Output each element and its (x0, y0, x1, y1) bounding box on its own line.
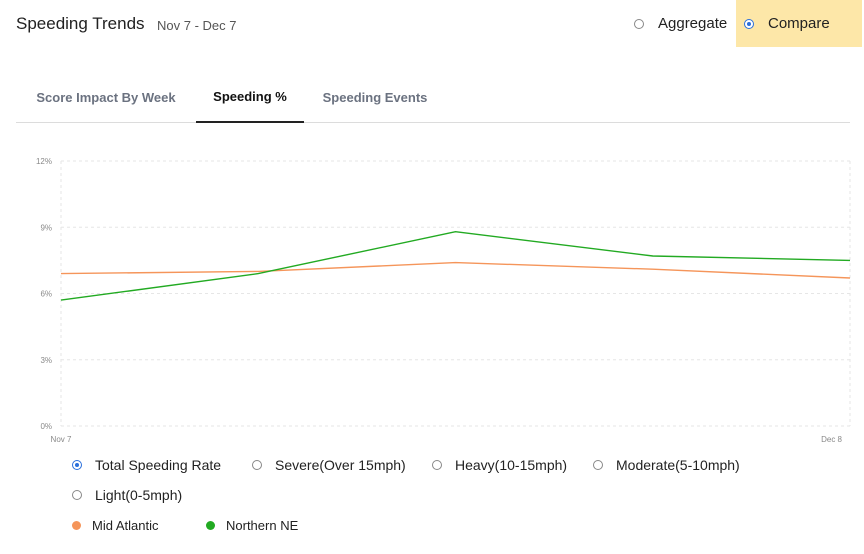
series-line-northern-ne (60, 230, 851, 301)
metric-label-total: Total Speeding Rate (95, 457, 222, 473)
aggregate-radio[interactable] (634, 18, 644, 29)
metric-radio-heavy[interactable] (432, 460, 442, 470)
metric-label-moderate: Moderate(5-10mph) (616, 457, 740, 473)
y-tick-label: 3% (40, 356, 52, 365)
x-tick-label: Dec 8 (821, 435, 842, 444)
metric-radio-severe[interactable] (252, 460, 262, 470)
metric-radio-total[interactable] (72, 460, 82, 470)
compare-radio[interactable] (744, 18, 754, 29)
tab-bar: Score Impact By Week Speeding % Speeding… (16, 72, 850, 123)
tab-speeding-percent[interactable]: Speeding % (196, 72, 304, 123)
y-tick-label: 12% (36, 157, 52, 166)
metric-label-light: Light(0-5mph) (95, 487, 183, 503)
metric-option-severe[interactable]: Severe(Over 15mph) (252, 457, 406, 473)
y-tick-label: 9% (40, 223, 52, 232)
metric-radio-moderate[interactable] (593, 460, 603, 470)
metric-option-light[interactable]: Light(0-5mph) (72, 487, 182, 503)
page-title: Speeding Trends (16, 14, 145, 33)
legend-label-mid-atlantic: Mid Atlantic (92, 518, 159, 533)
metric-option-total[interactable]: Total Speeding Rate (72, 457, 221, 473)
aggregate-label: Aggregate (658, 15, 728, 32)
metric-label-heavy: Heavy(10-15mph) (455, 457, 568, 473)
date-range: Nov 7 - Dec 7 (157, 18, 237, 33)
x-tick-label: Nov 7 (51, 435, 72, 444)
metric-radio-light[interactable] (72, 490, 82, 500)
tab-score-impact-by-week[interactable]: Score Impact By Week (36, 89, 176, 105)
series-line-mid-atlantic (60, 261, 851, 279)
y-tick-label: 0% (40, 422, 52, 431)
legend-item-mid-atlantic: Mid Atlantic (72, 518, 158, 533)
metric-option-heavy[interactable]: Heavy(10-15mph) (432, 457, 567, 473)
legend-item-northern-ne: Northern NE (206, 518, 298, 533)
legend-label-northern-ne: Northern NE (226, 518, 299, 533)
compare-label: Compare (768, 15, 830, 32)
y-tick-label: 6% (40, 290, 52, 299)
legend-dot-mid-atlantic (72, 521, 81, 530)
aggregate-option[interactable]: Aggregate (626, 0, 736, 47)
compare-option[interactable]: Compare (736, 0, 862, 47)
tab-speeding-events[interactable]: Speeding Events (322, 89, 428, 105)
legend-dot-northern-ne (206, 521, 215, 530)
speeding-line-chart: 0% 3% 6% 9% 12% Nov 7 Dec 8 (36, 157, 851, 444)
metric-label-severe: Severe(Over 15mph) (275, 457, 406, 473)
metric-option-moderate[interactable]: Moderate(5-10mph) (593, 457, 740, 473)
